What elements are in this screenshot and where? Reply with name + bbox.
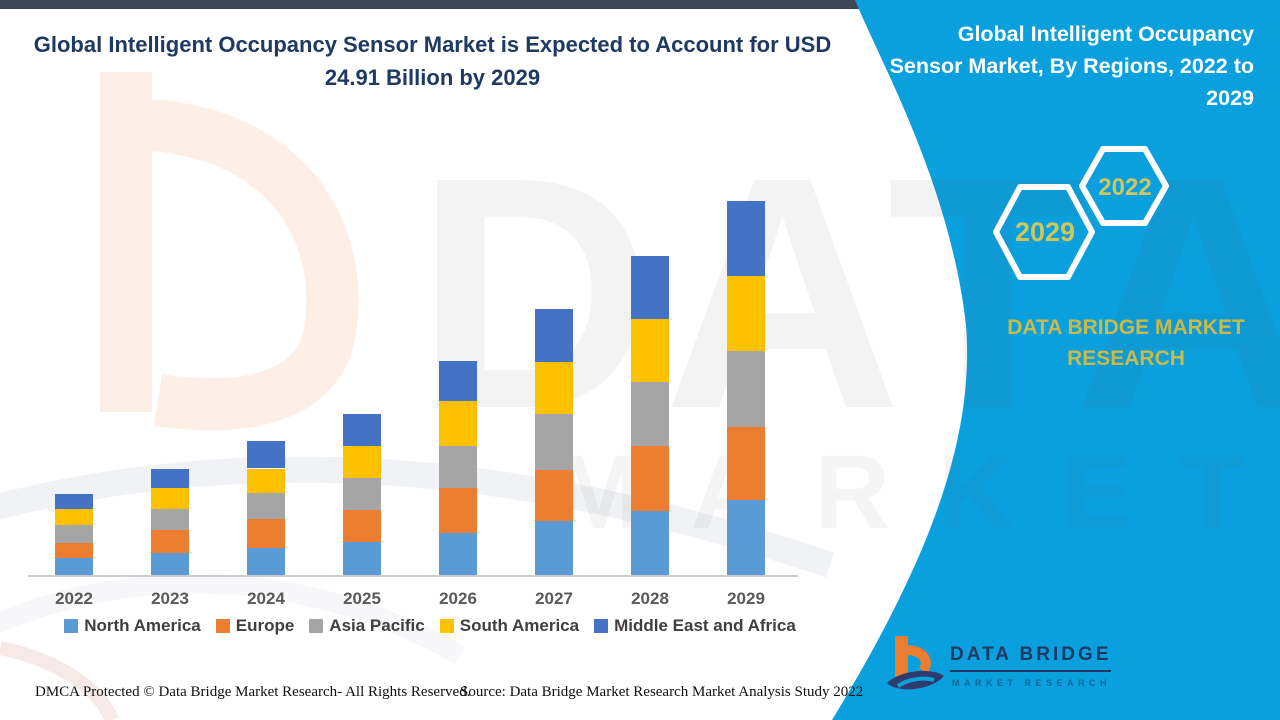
x-axis-tick-label: 2026: [439, 589, 477, 608]
legend-swatch-icon: [439, 619, 454, 633]
bar-segment: [343, 445, 381, 478]
x-axis-tick-label: 2028: [631, 589, 669, 608]
bar-segment: [151, 468, 189, 489]
bar-segment: [55, 558, 93, 575]
legend-item: South America: [439, 616, 580, 636]
bar-segment: [439, 488, 477, 533]
bar-segment: [535, 520, 573, 575]
banner-title: Global Intelligent Occupancy Sensor Mark…: [889, 22, 1254, 110]
legend-item: Asia Pacific: [309, 616, 425, 636]
chart-legend: North America Europe Asia Pacific South Ame…: [30, 616, 830, 636]
bar-segment: [535, 414, 573, 471]
legend-item: Europe: [215, 616, 295, 636]
legend-swatch-icon: [64, 619, 79, 633]
bar-segment: [439, 532, 477, 575]
source-text: Source: Data Bridge Market Research Mark…: [460, 684, 864, 700]
x-axis-tick-label: 2023: [151, 589, 189, 608]
hexagon-2022-label: 2022: [1098, 174, 1152, 201]
bar-segment: [247, 493, 285, 520]
bar-segment: [151, 530, 189, 553]
legend-swatch-icon: [309, 619, 324, 633]
bar-segment: [343, 477, 381, 511]
bar-segment: [55, 525, 93, 544]
bar-segment: [535, 308, 573, 362]
legend-item: Middle East and Africa: [594, 616, 796, 636]
bar-segment: [55, 509, 93, 526]
legend-swatch-icon: [594, 619, 609, 633]
x-axis-tick-label: 2025: [343, 589, 381, 608]
watermark-text-marketresearch: MARKET RESEARCH: [555, 434, 1280, 551]
bar-segment: [151, 552, 189, 575]
bar-segment: [343, 541, 381, 575]
top-accent-strip: [0, 0, 1280, 9]
x-axis-tick-label: 2024: [247, 589, 285, 608]
bar-segment: [439, 360, 477, 402]
logo-wordmark: DATA BRIDGE: [950, 644, 1112, 672]
legend-swatch-icon: [215, 619, 230, 633]
bar-segment: [439, 401, 477, 446]
bar-segment: [55, 493, 93, 510]
bar-segment: [343, 510, 381, 542]
bar-segment: [631, 510, 669, 575]
bar-segment: [631, 445, 669, 511]
legend-label: Asia Pacific: [329, 616, 425, 635]
copyright-text: DMCA Protected © Data Bridge Market Rese…: [35, 684, 471, 700]
legend-item: North America: [64, 616, 201, 636]
bar-segment: [727, 426, 765, 501]
x-axis-line: [28, 575, 798, 577]
x-axis-tick-label: 2029: [727, 589, 765, 608]
databridge-logo-icon: [887, 636, 944, 690]
legend-label: South America: [459, 616, 580, 635]
x-axis-tick-label: 2027: [535, 589, 573, 608]
bar-segment: [631, 318, 669, 382]
bar-segment: [247, 548, 285, 575]
bar-segment: [535, 470, 573, 521]
year-hexagons-icon: [993, 146, 1169, 280]
bar-segment: [247, 440, 285, 469]
bar-segment: [727, 351, 765, 427]
bar-segment: [151, 509, 189, 531]
bar-segment: [439, 446, 477, 488]
logo-subtitle: MARKET RESEARCH: [952, 678, 1112, 688]
bar-segment: [151, 488, 189, 510]
x-axis-tick-label: 2022: [55, 589, 93, 608]
bar-segment: [631, 381, 669, 446]
bar-segment: [247, 468, 285, 494]
bar-segment: [535, 361, 573, 415]
legend-label: Europe: [235, 616, 295, 635]
bar-segment: [727, 201, 765, 277]
brand-text: DATA BRIDGE MARKET RESEARCH: [1007, 316, 1245, 370]
page-title: Global Intelligent Occupancy Sensor Mark…: [33, 32, 832, 90]
hexagon-2029-label: 2029: [1014, 217, 1076, 247]
legend-label: North America: [84, 616, 201, 635]
bar-segment: [343, 414, 381, 446]
bar-segment: [247, 519, 285, 549]
legend-label: Middle East and Africa: [614, 616, 796, 635]
bar-segment: [631, 255, 669, 319]
bar-segment: [55, 543, 93, 559]
bar-segment: [727, 276, 765, 352]
bar-segment: [727, 500, 765, 575]
